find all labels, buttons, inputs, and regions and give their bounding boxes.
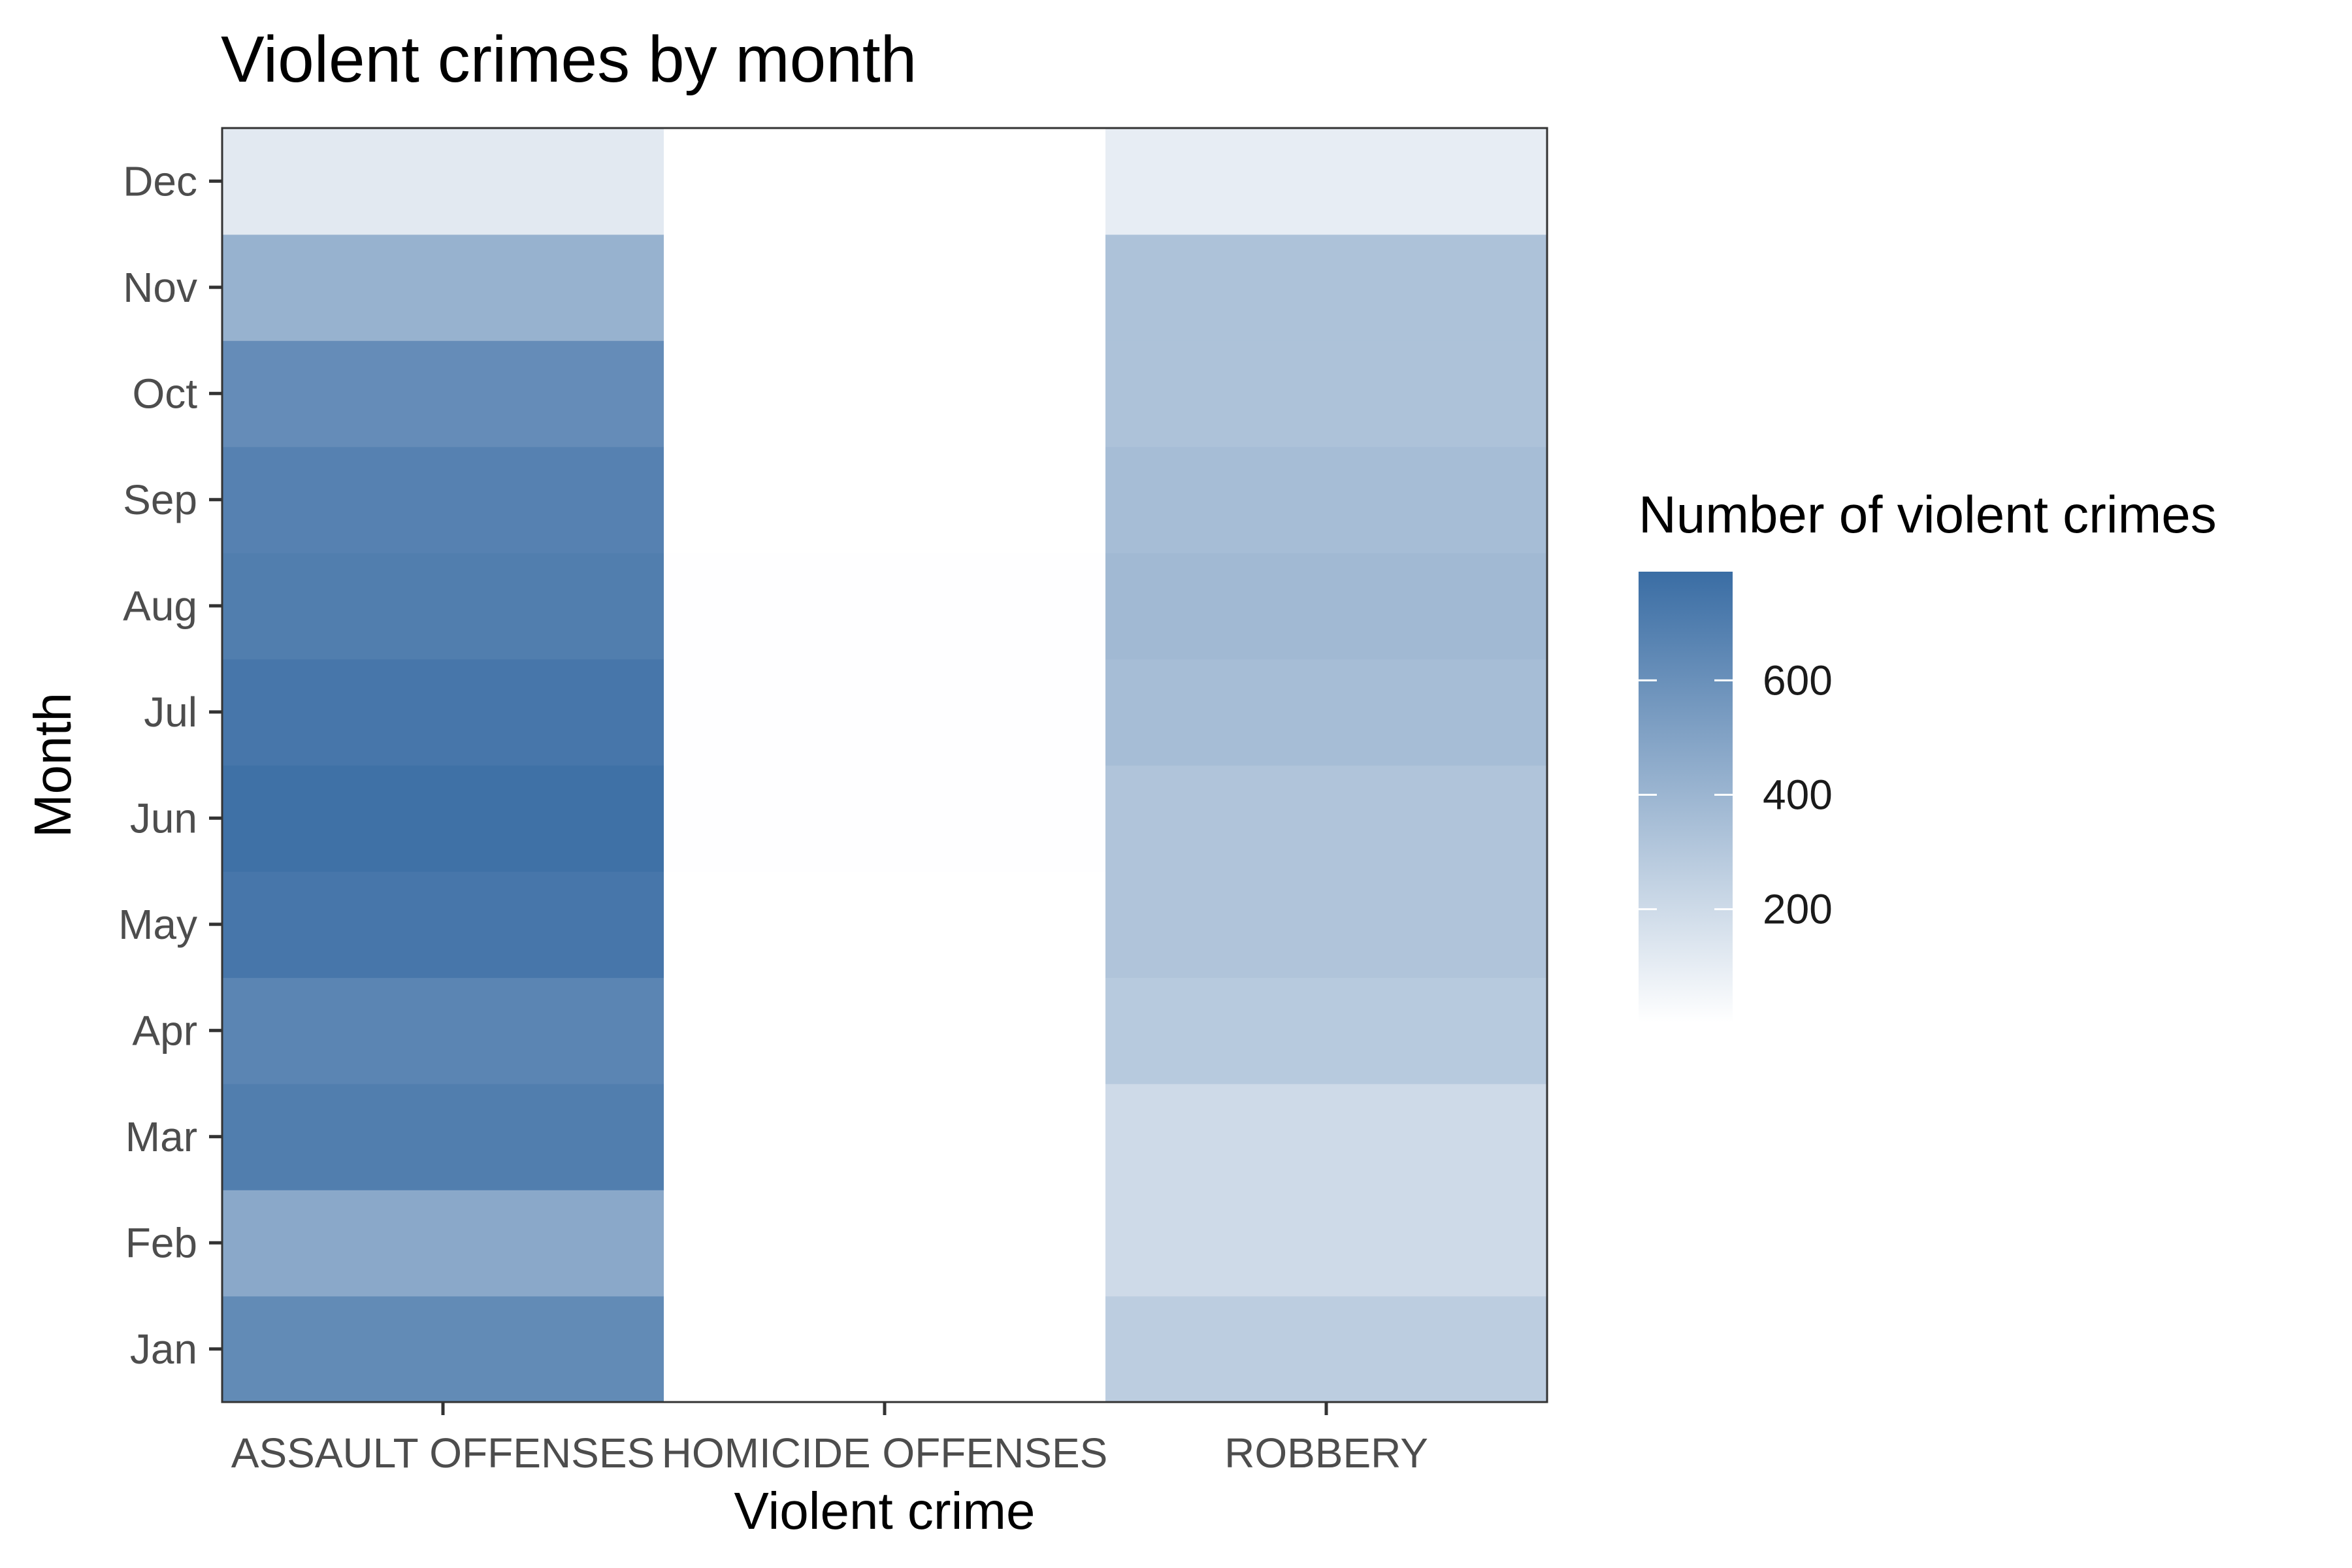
y-tick-label: Jun <box>130 794 197 841</box>
heatmap-cell <box>1105 1296 1548 1403</box>
heatmap-cell <box>222 128 664 235</box>
legend-label: 600 <box>1763 657 1833 704</box>
heatmap-cell <box>222 977 664 1085</box>
y-tick-label: May <box>118 901 197 948</box>
y-tick-label: Dec <box>123 157 197 204</box>
heatmap-cell <box>664 553 1106 660</box>
heatmap-cell <box>664 234 1106 341</box>
y-tick-label: Feb <box>125 1219 197 1266</box>
heatmap-cell <box>222 1083 664 1190</box>
y-tick-label: Jul <box>144 689 197 736</box>
legend-label: 400 <box>1763 771 1833 818</box>
y-tick-label: Nov <box>123 264 197 311</box>
heatmap-cell <box>664 1296 1106 1403</box>
x-tick-label: HOMICIDE OFFENSES <box>662 1429 1108 1477</box>
heatmap-cell <box>222 234 664 341</box>
heatmap-cell <box>222 1190 664 1297</box>
heatmap-cell <box>1105 977 1548 1085</box>
heatmap-cell <box>1105 446 1548 553</box>
heatmap-cell <box>664 340 1106 448</box>
legend-title: Number of violent crimes <box>1639 485 2217 544</box>
y-tick-label: Aug <box>123 582 197 629</box>
heatmap-cell <box>1105 765 1548 872</box>
y-tick-label: Mar <box>125 1113 197 1160</box>
heatmap-cell <box>222 340 664 448</box>
heatmap-cell <box>1105 340 1548 448</box>
heatmap-cell <box>664 128 1106 235</box>
heatmap-cell <box>222 1296 664 1403</box>
y-tick-label: Sep <box>123 476 197 523</box>
legend-label: 200 <box>1763 886 1833 933</box>
heatmap-cell <box>664 1190 1106 1297</box>
heatmap-cell <box>1105 1083 1548 1190</box>
heatmap-cell <box>1105 234 1548 341</box>
heatmap-cell <box>1105 871 1548 978</box>
y-tick-label: Apr <box>132 1007 197 1054</box>
y-axis-title: Month <box>24 693 82 838</box>
heatmap-cell <box>222 871 664 978</box>
x-axis-title: Violent crime <box>734 1482 1036 1540</box>
heatmap-cell <box>1105 128 1548 235</box>
color-legend: 200 400 600 <box>1639 572 1833 1022</box>
heatmap-cell <box>1105 659 1548 766</box>
heatmap-cell <box>222 659 664 766</box>
y-tick-label: Oct <box>132 370 197 417</box>
heatmap-cell <box>664 871 1106 978</box>
heatmap-cell <box>664 765 1106 872</box>
x-axis: ASSAULT OFFENSES HOMICIDE OFFENSES ROBBERY <box>231 1402 1428 1477</box>
x-tick-label: ROBBERY <box>1224 1429 1428 1477</box>
x-tick-label: ASSAULT OFFENSES <box>231 1429 655 1477</box>
heatmap-cell <box>664 977 1106 1085</box>
legend-colorbar <box>1639 572 1733 1022</box>
heatmap-cell <box>1105 1190 1548 1297</box>
heatmap-cell <box>222 553 664 660</box>
heatmap-cell <box>664 1083 1106 1190</box>
y-axis: Jan Feb Mar Apr May Jun Jul Aug Sep Oct Nov Dec <box>118 157 222 1373</box>
heatmap-cell <box>222 446 664 553</box>
heatmap-cells <box>222 128 1548 1403</box>
heatmap-cell <box>1105 553 1548 660</box>
heatmap-cell <box>664 659 1106 766</box>
heatmap-cell <box>222 765 664 872</box>
chart-title: Violent crimes by month <box>221 23 917 96</box>
y-tick-label: Jan <box>130 1326 197 1373</box>
heatmap-cell <box>664 446 1106 553</box>
